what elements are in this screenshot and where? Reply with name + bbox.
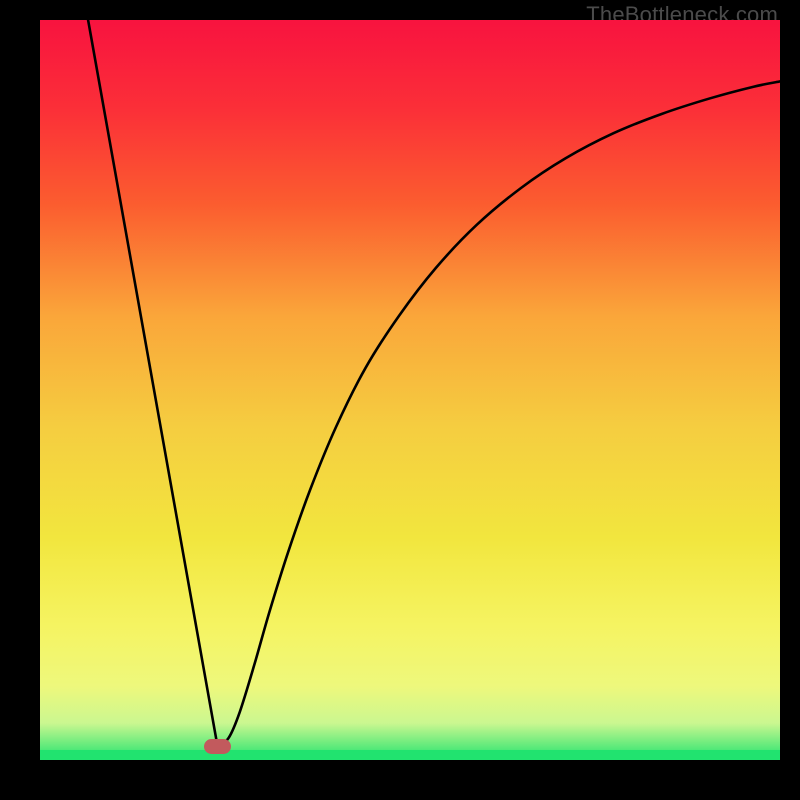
vertex-marker bbox=[204, 739, 231, 754]
chart-area bbox=[40, 20, 780, 760]
chart-curve bbox=[40, 20, 780, 760]
